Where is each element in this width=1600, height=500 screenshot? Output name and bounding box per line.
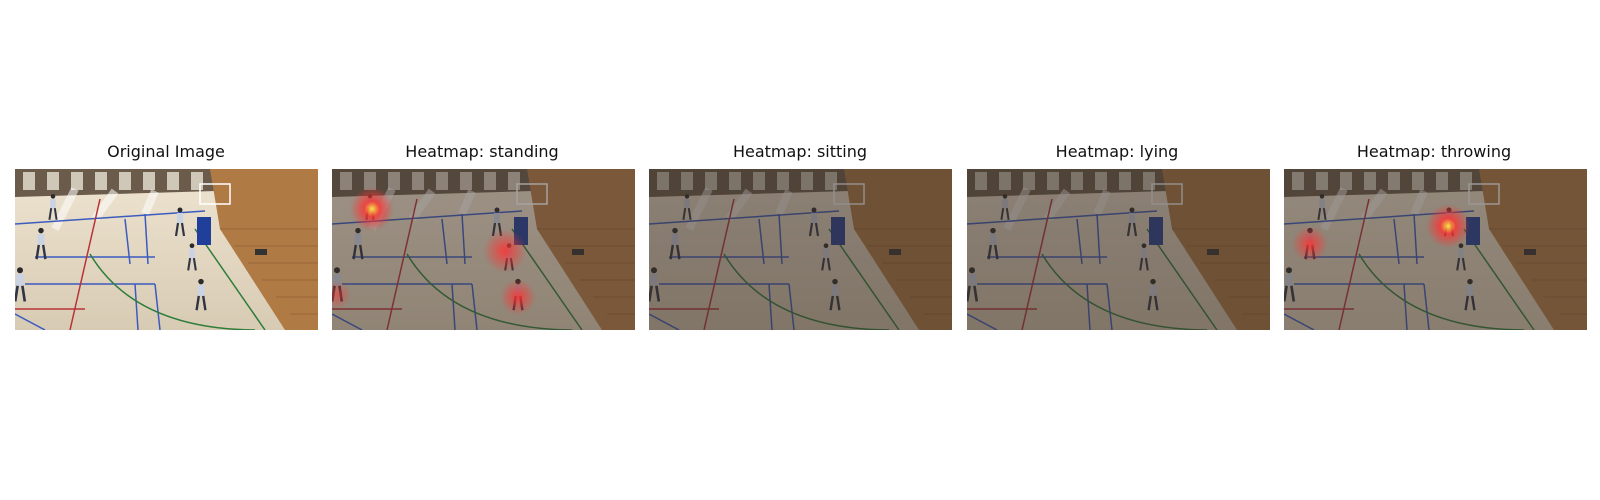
backboard [516, 183, 548, 205]
panel-image-sitting [649, 169, 952, 330]
heatmap-hotspot [1426, 204, 1470, 248]
window [143, 172, 155, 190]
window [167, 172, 179, 190]
heatmap-dim-overlay [967, 169, 1270, 330]
window [436, 172, 448, 190]
backboard [199, 183, 231, 205]
panel-title-lying: Heatmap: lying [1055, 142, 1179, 161]
person [15, 267, 27, 302]
window [460, 172, 472, 190]
window [340, 172, 352, 190]
window [23, 172, 35, 190]
window [412, 172, 424, 190]
window [191, 172, 203, 190]
panel-image-standing [332, 169, 635, 330]
heatmap-hotspot [332, 281, 351, 309]
window [95, 172, 107, 190]
person [48, 194, 58, 220]
panel-image-throwing [1284, 169, 1587, 330]
window [388, 172, 400, 190]
panel-title-throwing: Heatmap: throwing [1356, 142, 1512, 161]
heatmap-dim-overlay [649, 169, 952, 330]
hoop-pad [197, 217, 211, 245]
person [174, 207, 186, 237]
person [35, 227, 47, 260]
heatmap-dim-overlay [1284, 169, 1587, 330]
window [119, 172, 131, 190]
window [484, 172, 496, 190]
window [47, 172, 59, 190]
heatmap-hotspot [350, 187, 394, 231]
panel-title-sitting: Heatmap: sitting [732, 142, 868, 161]
panel-image-original [15, 169, 318, 330]
heatmap-hotspot [500, 279, 536, 315]
person [195, 278, 207, 311]
heatmap-hotspot [1292, 226, 1328, 262]
window [364, 172, 376, 190]
panel-title-original: Original Image [107, 142, 225, 161]
panel-title-standing: Heatmap: standing [405, 142, 559, 161]
heatmap-hotspot [483, 229, 527, 273]
panel-image-lying [967, 169, 1270, 330]
person [352, 227, 364, 260]
window [71, 172, 83, 190]
person [187, 243, 197, 271]
